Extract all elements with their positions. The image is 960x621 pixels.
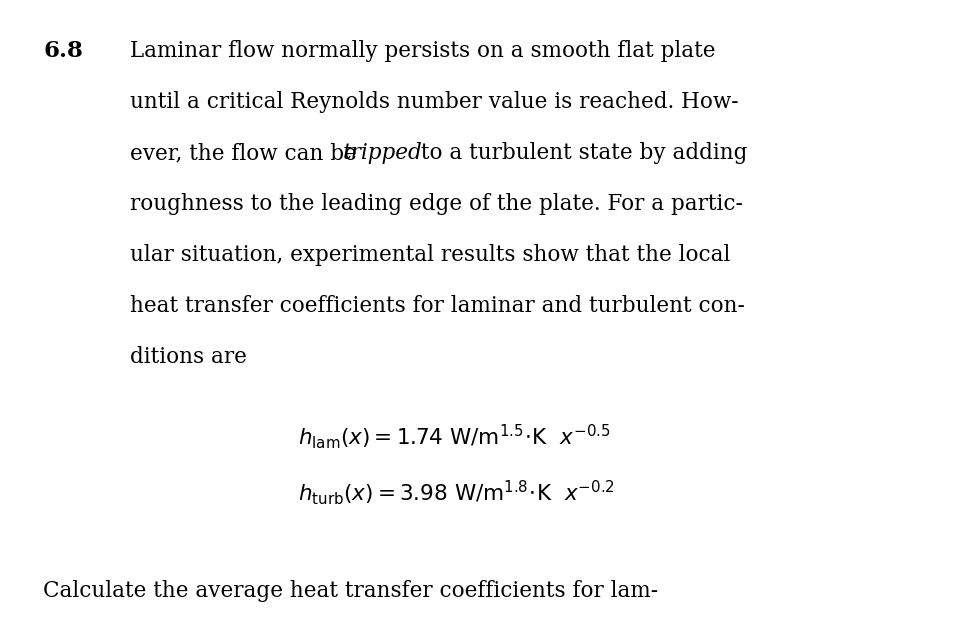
Text: 6.8: 6.8 bbox=[43, 40, 84, 62]
Text: roughness to the leading edge of the plate. For a partic-: roughness to the leading edge of the pla… bbox=[130, 193, 742, 215]
Text: ular situation, experimental results show that the local: ular situation, experimental results sho… bbox=[130, 244, 730, 266]
Text: heat transfer coefficients for laminar and turbulent con-: heat transfer coefficients for laminar a… bbox=[130, 295, 744, 317]
Text: $h_{\mathrm{turb}}(x) = 3.98\ \mathrm{W/m^{1.8} \!\cdot\! K}\ \ x^{-0.2}$: $h_{\mathrm{turb}}(x) = 3.98\ \mathrm{W/… bbox=[298, 478, 613, 507]
Text: to a turbulent state by adding: to a turbulent state by adding bbox=[414, 142, 747, 164]
Text: Calculate the average heat transfer coefficients for lam-: Calculate the average heat transfer coef… bbox=[43, 580, 659, 602]
Text: until a critical Reynolds number value is reached. How-: until a critical Reynolds number value i… bbox=[130, 91, 738, 113]
Text: $h_{\mathrm{lam}}(x) = 1.74\ \mathrm{W/m^{1.5} \!\cdot\! K}\ \ x^{-0.5}$: $h_{\mathrm{lam}}(x) = 1.74\ \mathrm{W/m… bbox=[298, 422, 611, 451]
Text: ever, the flow can be: ever, the flow can be bbox=[130, 142, 363, 164]
Text: tripped: tripped bbox=[343, 142, 422, 164]
Text: ditions are: ditions are bbox=[130, 346, 247, 368]
Text: Laminar flow normally persists on a smooth flat plate: Laminar flow normally persists on a smoo… bbox=[130, 40, 715, 62]
